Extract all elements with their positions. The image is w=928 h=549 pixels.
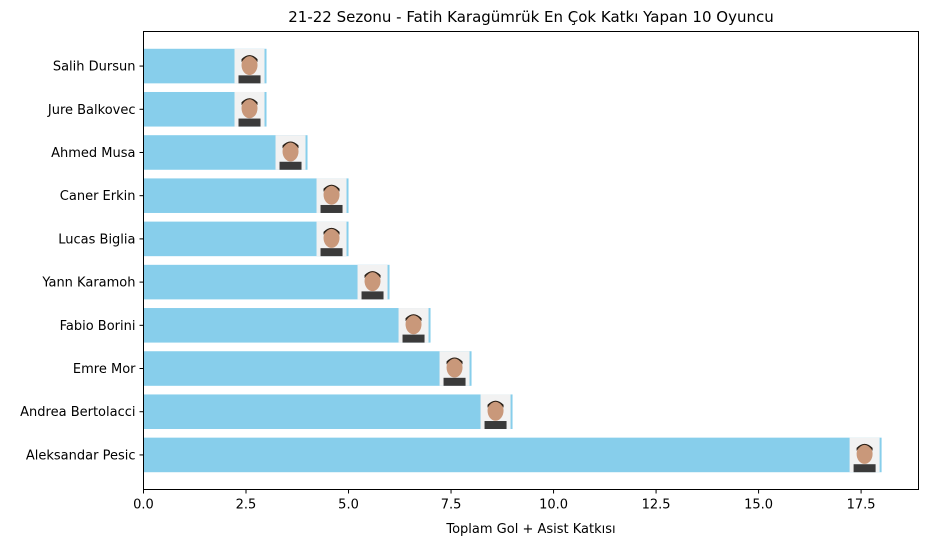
- x-tick-label: 15.0: [744, 498, 773, 513]
- player-photo: [316, 221, 347, 257]
- player-photos-group: [234, 48, 880, 473]
- y-tick-label: Lucas Biglia: [58, 232, 135, 247]
- y-tick-label: Salih Dursun: [53, 60, 136, 75]
- y-tick-label: Caner Erkin: [60, 189, 136, 204]
- player-photo: [849, 437, 880, 473]
- player-photo: [234, 48, 265, 84]
- player-photo: [234, 91, 265, 127]
- y-tick-label: Fabio Borini: [60, 319, 136, 334]
- x-tick-label: 10.0: [539, 498, 568, 513]
- bar: [143, 437, 882, 473]
- player-photo: [357, 264, 388, 300]
- y-tick-label: Andrea Bertolacci: [20, 405, 135, 420]
- bar: [143, 308, 431, 343]
- x-tick-label: 12.5: [642, 498, 671, 513]
- player-photo: [480, 394, 511, 430]
- player-photo: [439, 351, 470, 386]
- player-photo: [275, 135, 306, 170]
- y-tick-label: Aleksandar Pesic: [26, 448, 136, 463]
- x-tick-label: 5.0: [338, 498, 359, 513]
- player-photo: [316, 178, 347, 213]
- bar: [143, 264, 390, 300]
- y-axis-ticks: Salih Dursun Jure Balkovec Ahmed Musa Caner…: [20, 60, 144, 463]
- y-tick-label: Jure Balkovec: [47, 103, 136, 118]
- y-tick-label: Emre Mor: [73, 362, 136, 377]
- player-photo: [398, 308, 429, 343]
- x-tick-label: 17.5: [847, 498, 876, 513]
- bar: [143, 221, 349, 257]
- y-tick-label: Ahmed Musa: [51, 146, 135, 161]
- x-axis-ticks: 0.0 2.5 5.0 7.5 10.0 12.5 15.0 17.5: [133, 489, 876, 513]
- x-tick-label: 7.5: [441, 498, 462, 513]
- x-axis-label: Toplam Gol + Asist Katkısı: [445, 522, 615, 537]
- chart-title: 21-22 Sezonu - Fatih Karagümrük En Çok K…: [288, 8, 774, 26]
- plot-frame: [143, 31, 919, 490]
- y-tick-label: Yann Karamoh: [41, 276, 135, 291]
- bar: [143, 178, 349, 213]
- bar: [143, 394, 513, 430]
- bar: [143, 351, 472, 386]
- x-tick-label: 2.5: [236, 498, 257, 513]
- x-tick-label: 0.0: [133, 498, 154, 513]
